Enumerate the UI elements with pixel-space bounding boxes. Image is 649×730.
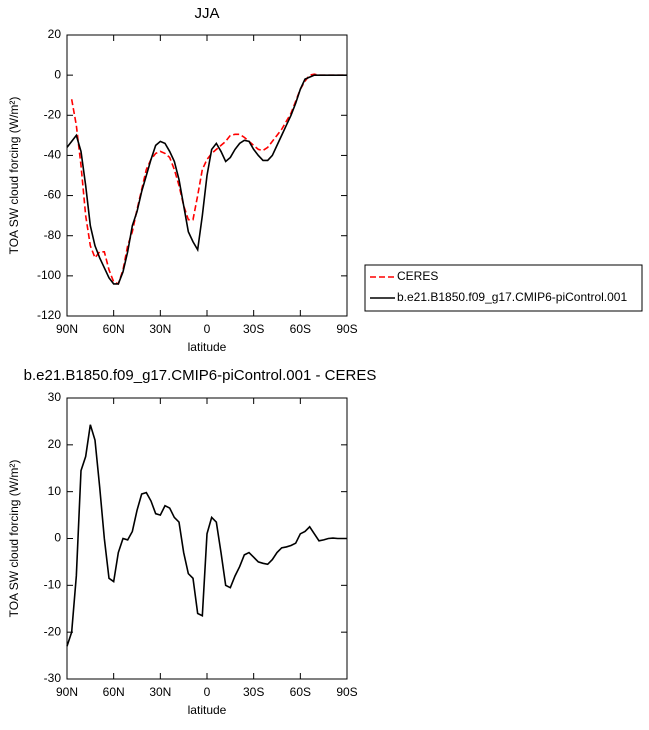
x-tick-label: 90S [336, 685, 357, 699]
x-tick-label: 60S [290, 322, 311, 336]
y-axis-label: TOA SW cloud forcing (W/m²) [7, 460, 21, 618]
y-tick-label: -60 [44, 188, 62, 202]
x-tick-label: 90S [336, 322, 357, 336]
x-tick-label: 30N [149, 322, 171, 336]
y-tick-label: 0 [54, 531, 61, 545]
y-tick-label: -40 [44, 148, 62, 162]
y-tick-label: 30 [48, 390, 62, 404]
x-tick-label: 30S [243, 322, 264, 336]
x-tick-label: 90N [56, 685, 78, 699]
data-line [66, 424, 347, 647]
data-line [70, 73, 347, 285]
y-tick-label: 20 [48, 27, 62, 41]
chart-title: b.e21.B1850.f09_g17.CMIP6-piControl.001 … [24, 367, 377, 384]
y-tick-label: -100 [37, 268, 61, 282]
y-tick-label: -20 [44, 107, 62, 121]
y-tick-label: 20 [48, 437, 62, 451]
y-tick-label: 10 [48, 484, 62, 498]
legend-label: b.e21.B1850.f09_g17.CMIP6-piControl.001 [397, 290, 627, 304]
legend-box [364, 264, 643, 312]
y-tick-label: -20 [44, 624, 62, 638]
x-tick-label: 0 [204, 685, 211, 699]
y-tick-label: -10 [44, 578, 62, 592]
x-axis-label: latitude [188, 340, 227, 354]
chart-title: JJA [194, 5, 219, 22]
data-line [66, 74, 347, 285]
x-tick-label: 30S [243, 685, 264, 699]
x-tick-label: 60N [103, 685, 125, 699]
x-tick-label: 0 [204, 322, 211, 336]
legend-label: CERES [397, 269, 438, 283]
x-tick-label: 90N [56, 322, 78, 336]
y-axis-label: TOA SW cloud forcing (W/m²) [7, 97, 21, 255]
x-axis-label: latitude [188, 703, 227, 717]
x-tick-label: 60S [290, 685, 311, 699]
y-tick-label: -120 [37, 308, 61, 322]
x-tick-label: 30N [149, 685, 171, 699]
x-tick-label: 60N [103, 322, 125, 336]
y-tick-label: -30 [44, 671, 62, 685]
y-tick-label: 0 [54, 67, 61, 81]
y-tick-label: -80 [44, 228, 62, 242]
